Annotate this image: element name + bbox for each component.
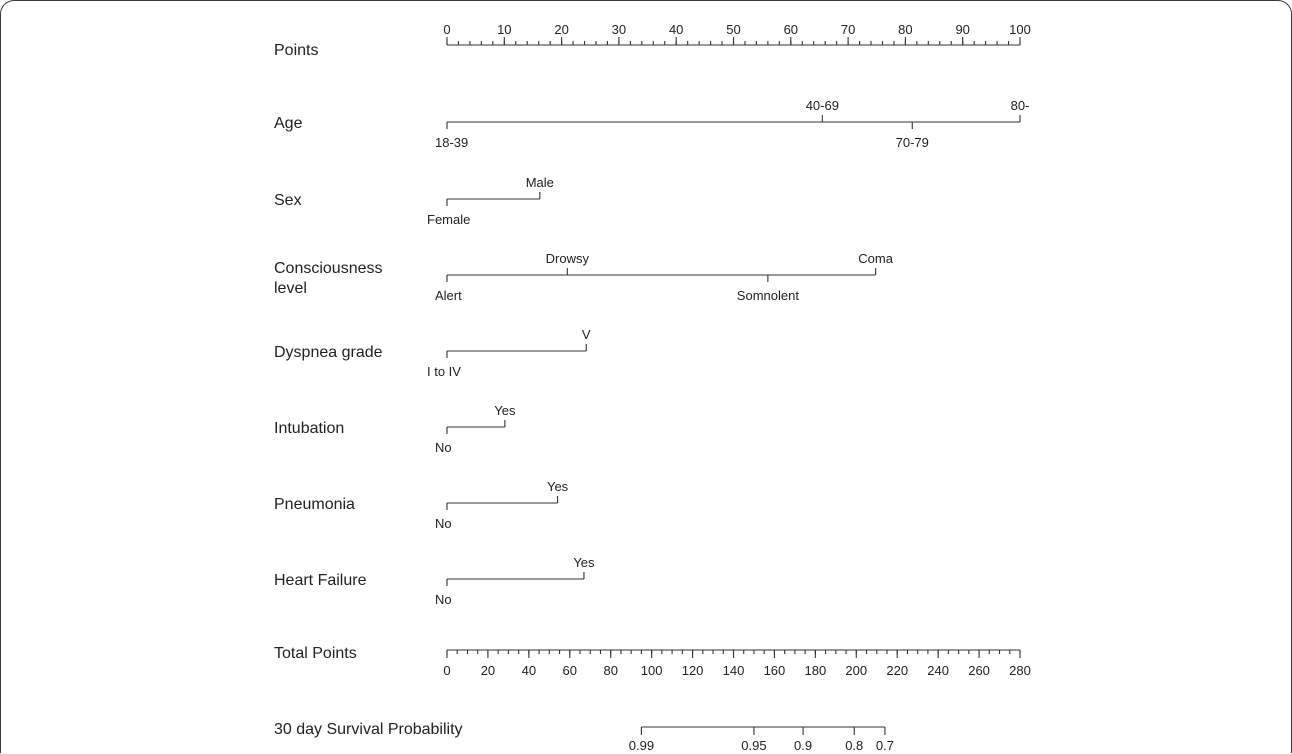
survival-tick-label: 0.9	[794, 738, 812, 753]
points-tick-label: 20	[554, 22, 568, 37]
total-points-tick-label: 80	[603, 663, 617, 678]
level-label: Yes	[494, 403, 516, 418]
survival-tick-label: 0.8	[845, 738, 863, 753]
predictor-label: Pneumonia	[274, 496, 355, 513]
predictor-label: Consciousness	[274, 260, 383, 277]
total-points-tick-label: 100	[641, 663, 663, 678]
points-tick-label: 80	[898, 22, 912, 37]
points-tick-label: 0	[443, 22, 450, 37]
level-label: Yes	[573, 555, 595, 570]
level-label: Coma	[858, 251, 893, 266]
total-points-tick-label: 180	[805, 663, 827, 678]
points-tick-label: 100	[1009, 22, 1031, 37]
total-points-tick-label: 120	[682, 663, 704, 678]
level-label: Male	[526, 175, 554, 190]
level-label: V	[582, 327, 591, 342]
total-points-tick-label: 240	[927, 663, 949, 678]
predictor-label: level	[274, 280, 307, 297]
level-label: No	[435, 592, 452, 607]
points-tick-label: 30	[612, 22, 626, 37]
total-points-tick-label: 140	[723, 663, 745, 678]
total-points-tick-label: 60	[563, 663, 577, 678]
level-label: 80-	[1011, 98, 1030, 113]
level-label: Yes	[547, 479, 569, 494]
total-points-tick-label: 220	[886, 663, 908, 678]
level-label: Somnolent	[737, 288, 800, 303]
total-points-tick-label: 260	[968, 663, 990, 678]
survival-tick-label: 0.95	[741, 738, 766, 753]
points-tick-label: 60	[784, 22, 798, 37]
level-label: 70-79	[896, 135, 929, 150]
predictor-label: Sex	[274, 192, 302, 209]
points-axis-label: Points	[274, 42, 318, 59]
points-tick-label: 90	[955, 22, 969, 37]
points-tick-label: 70	[841, 22, 855, 37]
survival-tick-label: 0.99	[629, 738, 654, 753]
level-label: Alert	[435, 288, 462, 303]
survival-axis-label: 30 day Survival Probability	[274, 721, 463, 738]
level-label: No	[435, 516, 452, 531]
level-label: Female	[427, 212, 470, 227]
predictor-label: Age	[274, 115, 303, 132]
points-tick-label: 50	[726, 22, 740, 37]
level-label: I to IV	[427, 364, 461, 379]
level-label: Drowsy	[546, 251, 590, 266]
total-points-tick-label: 160	[764, 663, 786, 678]
level-label: No	[435, 440, 452, 455]
predictor-label: Dyspnea grade	[274, 344, 383, 361]
total-points-tick-label: 200	[845, 663, 867, 678]
total-points-axis-label: Total Points	[274, 645, 357, 662]
level-label: 18-39	[435, 135, 468, 150]
predictor-label: Heart Failure	[274, 572, 367, 589]
points-tick-label: 40	[669, 22, 683, 37]
total-points-tick-label: 280	[1009, 663, 1031, 678]
total-points-tick-label: 0	[443, 663, 450, 678]
total-points-tick-label: 40	[522, 663, 536, 678]
points-tick-label: 10	[497, 22, 511, 37]
survival-tick-label: 0.7	[876, 738, 894, 753]
total-points-tick-label: 20	[481, 663, 495, 678]
level-label: 40-69	[806, 98, 839, 113]
predictor-label: Intubation	[274, 420, 344, 437]
